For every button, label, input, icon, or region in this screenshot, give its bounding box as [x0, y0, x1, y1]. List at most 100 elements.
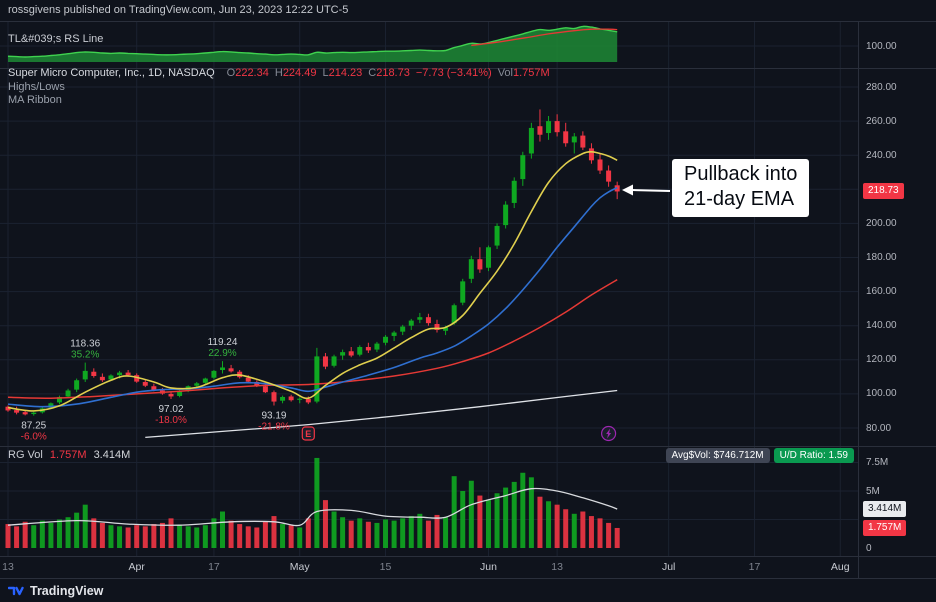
earnings-marker-label: E — [305, 429, 311, 439]
time-axis-separator — [0, 556, 936, 557]
volume-ma-axis-badge: 3.414M — [863, 501, 907, 518]
indicator-highs-lows-title: Highs/Lows — [8, 80, 65, 93]
volume-bar — [39, 520, 45, 548]
candle-body — [400, 326, 406, 332]
volume-tick: 0 — [866, 542, 872, 554]
volume-bar — [22, 521, 28, 548]
price-axis[interactable]: 218.73 3.414M 1.757M 280.00 260.00 240.00 2… — [858, 22, 936, 578]
candle-body — [56, 396, 62, 403]
rs-area — [8, 26, 618, 62]
pivot-pct-label: 35.2% — [71, 350, 99, 361]
pane-separator-main-volume[interactable] — [0, 446, 936, 447]
symbol-row[interactable]: Super Micro Computer, Inc., 1D, NASDAQ O2… — [8, 67, 550, 81]
volume-axis-badge: 1.757M — [863, 519, 907, 536]
candle-body — [74, 380, 80, 390]
candle-body — [365, 347, 371, 351]
price-tick: 120.00 — [866, 354, 897, 366]
candle-body — [254, 381, 260, 387]
candle-body — [314, 356, 320, 402]
volume-bar — [211, 518, 217, 548]
volume-bar — [168, 518, 174, 548]
pivot-value-label: 93.19 — [261, 411, 286, 422]
volume-bar — [305, 518, 311, 548]
candle-body — [554, 121, 560, 133]
price-tick: 240.00 — [866, 149, 897, 161]
volume-bar — [202, 525, 208, 548]
pivot-pct-label: 22.9% — [208, 348, 236, 359]
candle-body — [168, 393, 174, 397]
volume-bar — [99, 522, 105, 548]
price-tick: 140.00 — [866, 320, 897, 332]
pane-separator-rs-main[interactable] — [0, 68, 936, 69]
candle-body — [374, 343, 380, 350]
candle-body — [134, 375, 140, 382]
volume-bar — [56, 519, 62, 548]
candle-body — [580, 135, 586, 148]
time-axis-label: Jul — [661, 561, 676, 573]
last-price-badge: 218.73 — [863, 183, 904, 200]
volume-label: Vol — [497, 67, 513, 79]
time-axis-label: 17 — [748, 561, 761, 573]
volume-bar — [331, 511, 337, 548]
volume-bar — [520, 472, 526, 548]
candle-body — [391, 332, 397, 336]
ohlc-high-label: H — [274, 67, 283, 79]
rs-line-indicator-legend[interactable]: TL&#039;s RS Line — [8, 33, 103, 45]
price-tick: 280.00 — [866, 81, 897, 93]
ma-line-ma-200 — [145, 389, 618, 439]
candle-body — [5, 406, 11, 411]
candle-body — [477, 259, 483, 270]
candle-body — [597, 159, 603, 171]
candle-body — [65, 390, 71, 397]
candle-body — [177, 390, 183, 396]
volume-bar — [537, 496, 543, 548]
candle-body — [271, 392, 277, 402]
candle-body — [228, 368, 234, 372]
volume-indicator-legend[interactable]: RG Vol 1.757M 3.414M — [8, 449, 130, 461]
volume-bar — [563, 509, 569, 548]
volume-bar — [134, 525, 140, 548]
pivot-value-label: 118.36 — [70, 339, 100, 350]
volume-bar — [262, 521, 268, 548]
volume-current-value: 1.757M — [49, 449, 87, 461]
volume-bar — [14, 526, 20, 548]
price-tick: 80.00 — [866, 422, 892, 434]
volume-bar — [220, 511, 225, 548]
candle-body — [280, 396, 286, 401]
candle-body — [202, 378, 208, 383]
volume-bar — [588, 516, 594, 548]
candle-body — [211, 370, 217, 378]
earnings-marker[interactable] — [301, 426, 315, 441]
rs-axis-tick: 100.00 — [866, 40, 897, 52]
pivot-value-label: 87.25 — [21, 421, 46, 432]
volume-bar — [408, 516, 414, 548]
volume-bar — [571, 513, 577, 548]
volume-stats-badges: Avg$Vol: $746.712M U/D Ratio: 1.59 — [665, 448, 854, 463]
time-axis[interactable]: 13 Apr 17 May 15 Jun 13 Jul 17 Aug — [0, 556, 858, 578]
indicator-ma-ribbon[interactable]: MA Ribbon — [8, 94, 550, 108]
pivot-pct-label: -21.8% — [258, 422, 290, 433]
volume-bar — [528, 477, 534, 548]
ohlc-close-label: C — [368, 67, 377, 79]
candle-body — [322, 356, 328, 367]
candle-body — [425, 317, 431, 324]
tradingview-brand-text: TradingView — [30, 583, 104, 598]
footer-bar: TradingView — [0, 578, 936, 602]
volume-bar — [348, 520, 354, 548]
volume-bar — [228, 520, 234, 548]
candle-body — [340, 352, 346, 356]
candle-body — [331, 356, 337, 366]
volume-bar — [271, 516, 277, 548]
tradingview-logo-icon — [8, 586, 24, 596]
annotation-arrow-head — [622, 184, 633, 196]
time-axis-label: 15 — [379, 561, 392, 573]
candle-body — [117, 372, 123, 376]
candle-body — [125, 372, 131, 376]
volume-bar — [580, 511, 586, 548]
indicator-highs-lows[interactable]: Highs/Lows — [8, 81, 550, 95]
volume-bar — [142, 526, 148, 548]
publish-info-text: rossgivens published on TradingView.com,… — [8, 4, 349, 16]
tradingview-logo[interactable]: TradingView — [8, 584, 103, 598]
volume-ma-line — [7, 487, 618, 527]
